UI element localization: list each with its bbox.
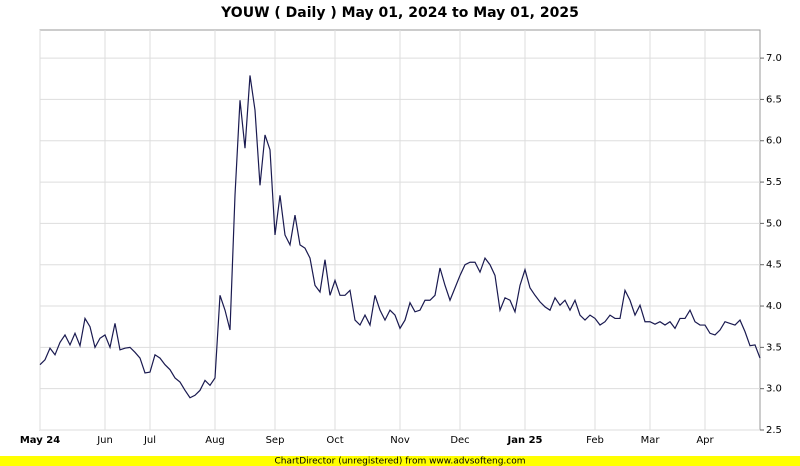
line <box>39 75 761 399</box>
x-tick-label: Oct <box>326 435 343 446</box>
x-tick-label: Sep <box>266 435 285 446</box>
y-tick-label: 6.5 <box>766 94 782 105</box>
x-tick-label: Mar <box>641 435 661 446</box>
chart-title: YOUW ( Daily ) May 01, 2024 to May 01, 2… <box>220 5 579 21</box>
footer-bar <box>0 456 800 466</box>
y-tick-label: 5.0 <box>766 218 782 229</box>
x-tick-label: Jun <box>96 435 113 446</box>
x-tick-label: Aug <box>205 435 225 446</box>
x-tick-label: Jul <box>143 435 156 446</box>
y-tick-label: 4.5 <box>766 260 782 271</box>
x-tick-label: May 24 <box>20 435 60 446</box>
y-tick-label: 6.0 <box>766 136 782 147</box>
x-tick-label: Feb <box>586 435 604 446</box>
y-tick-label: 3.0 <box>766 384 782 395</box>
x-tick-label: Dec <box>450 435 469 446</box>
y-tick-label: 2.5 <box>766 425 782 436</box>
x-tick-label: Nov <box>390 435 410 446</box>
y-tick-label: 5.5 <box>766 177 782 188</box>
y-tick-label: 3.5 <box>766 342 782 353</box>
y-tick-label: 4.0 <box>766 301 782 312</box>
footer: ChartDirector (unregistered) from www.ad… <box>274 457 525 466</box>
x-tick-label: Apr <box>696 435 714 446</box>
y-tick-label: 7.0 <box>766 53 782 64</box>
x-tick-label: Jan 25 <box>507 435 543 446</box>
